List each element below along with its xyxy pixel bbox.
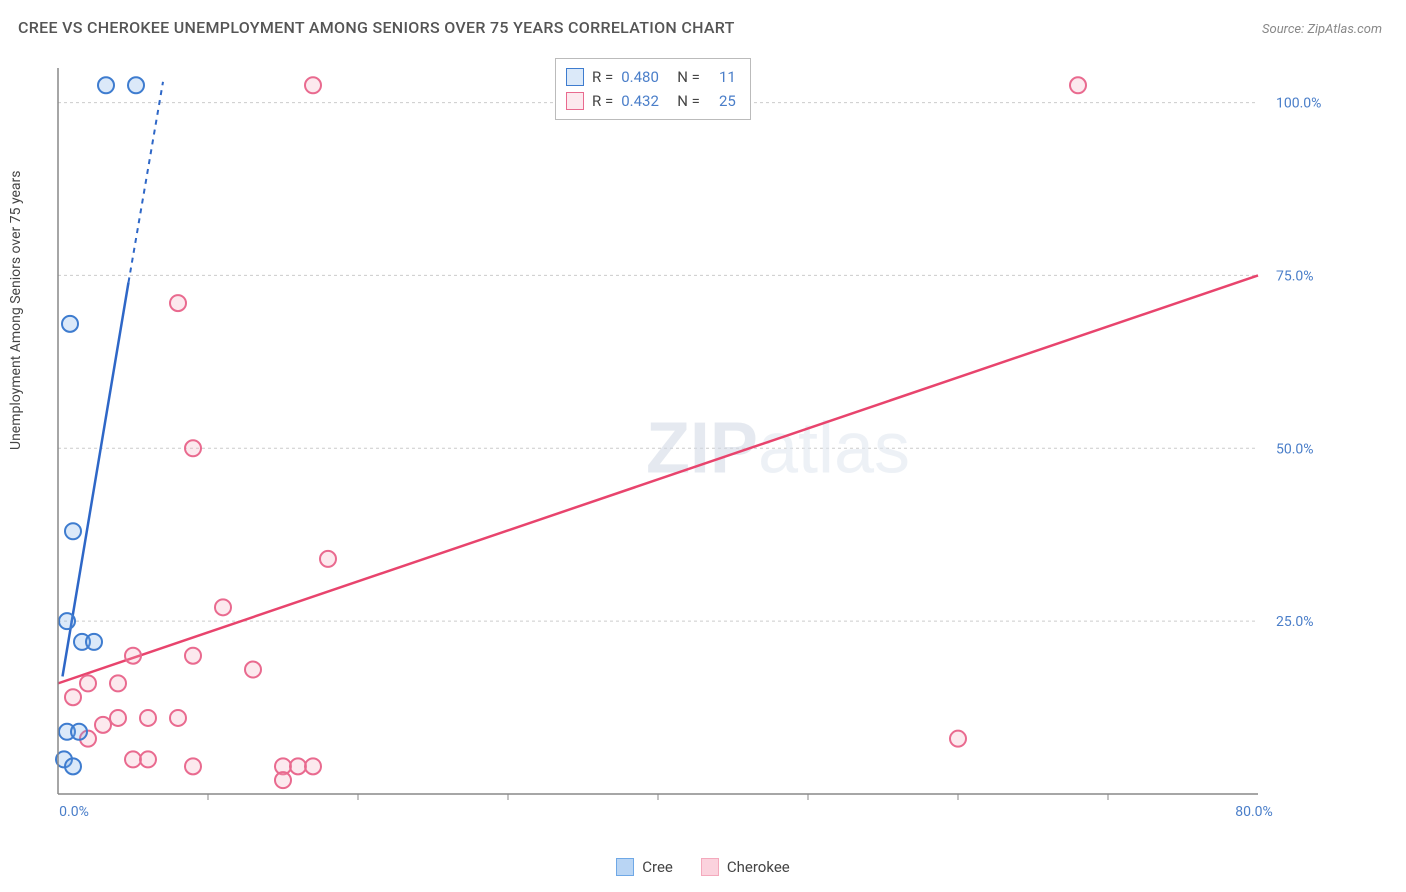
data-point [275, 772, 291, 788]
legend-row: R = 0.432 N = 25 [566, 89, 736, 113]
y-axis-label: Unemployment Among Seniors over 75 years [8, 171, 24, 451]
chart-title: CREE VS CHEROKEE UNEMPLOYMENT AMONG SENI… [18, 18, 735, 37]
data-point [140, 751, 156, 767]
legend-label: Cree [642, 858, 673, 876]
data-point [305, 758, 321, 774]
data-point [110, 675, 126, 691]
data-point [98, 77, 114, 93]
data-point [125, 648, 141, 664]
data-point [80, 675, 96, 691]
watermark: ZIPatlas [646, 408, 910, 488]
x-tick-label: 0.0% [59, 804, 89, 820]
legend-label: Cherokee [727, 858, 790, 876]
n-value: 25 [708, 89, 736, 113]
data-point [86, 634, 102, 650]
legend-item: Cree [616, 858, 673, 876]
scatter-chart: 25.0% 50.0% 75.0% 100.0% ZIPatlas 0.0% 80.0% [48, 60, 1328, 828]
data-point [215, 599, 231, 615]
y-tick-label: 25.0% [1276, 614, 1314, 630]
legend-swatch [616, 858, 634, 876]
legend-swatch [701, 858, 719, 876]
r-value: 0.432 [621, 89, 669, 113]
source-attribution: Source: ZipAtlas.com [1262, 22, 1382, 37]
source-label: Source: [1262, 22, 1304, 37]
r-label: R = [592, 89, 613, 113]
data-point [140, 710, 156, 726]
n-value: 11 [708, 65, 736, 89]
legend-swatch [566, 92, 584, 110]
source-value: ZipAtlas.com [1307, 22, 1382, 37]
data-point [950, 731, 966, 747]
data-point [95, 717, 111, 733]
data-point [170, 710, 186, 726]
legend-item: Cherokee [701, 858, 790, 876]
data-point [110, 710, 126, 726]
data-point [290, 758, 306, 774]
correlation-legend: R = 0.480 N = 11 R = 0.432 N = 25 [555, 58, 751, 120]
y-tick-label: 75.0% [1276, 268, 1314, 284]
data-point [185, 648, 201, 664]
plot-svg: 25.0% 50.0% 75.0% 100.0% ZIPatlas 0.0% 80.0% [48, 60, 1328, 828]
data-point [125, 751, 141, 767]
r-value: 0.480 [621, 65, 669, 89]
n-label: N = [677, 89, 700, 113]
x-tick-label: 80.0% [1235, 804, 1273, 820]
data-point [65, 689, 81, 705]
data-point [185, 440, 201, 456]
legend-swatch [566, 68, 584, 86]
data-point [1070, 77, 1086, 93]
y-tick-label: 50.0% [1276, 441, 1314, 457]
r-label: R = [592, 65, 613, 89]
trend-line-extrapolated [129, 82, 164, 283]
trend-line [58, 275, 1258, 683]
n-label: N = [677, 65, 700, 89]
y-tick-label: 100.0% [1276, 96, 1321, 112]
data-point [65, 758, 81, 774]
data-point [320, 551, 336, 567]
data-point [65, 523, 81, 539]
data-point [128, 77, 144, 93]
data-point [245, 662, 261, 678]
data-point [185, 758, 201, 774]
data-point [170, 295, 186, 311]
data-point [305, 77, 321, 93]
data-point [71, 724, 87, 740]
series-legend: Cree Cherokee [0, 858, 1406, 880]
legend-row: R = 0.480 N = 11 [566, 65, 736, 89]
data-point [62, 316, 78, 332]
data-point [59, 613, 75, 629]
